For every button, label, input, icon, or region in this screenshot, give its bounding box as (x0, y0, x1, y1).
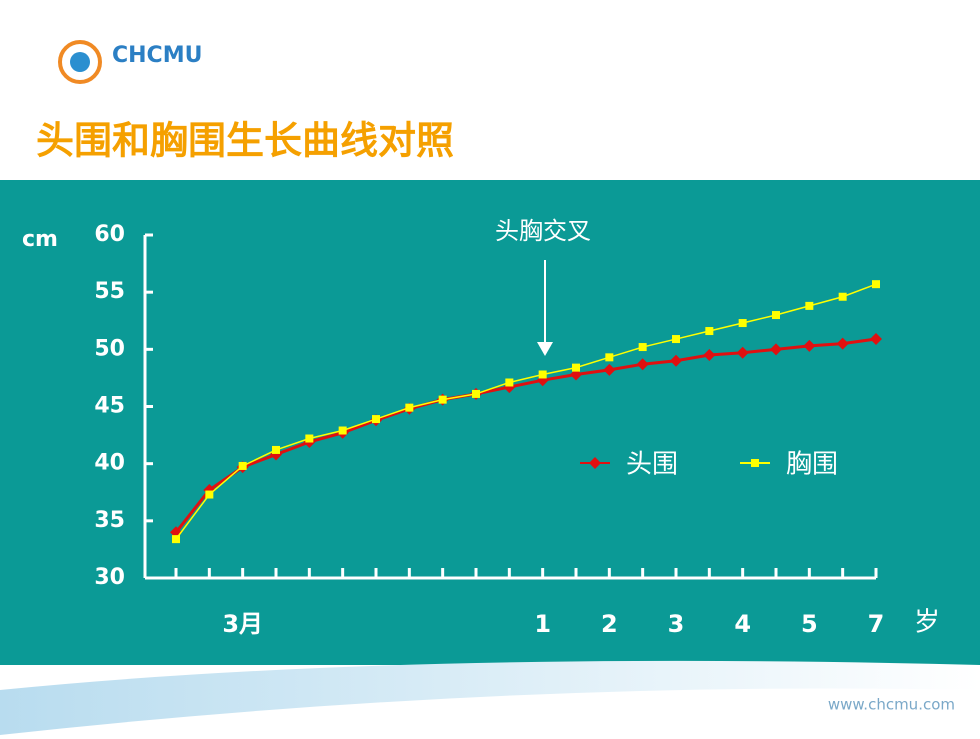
y-tick-label: 60 (94, 222, 125, 247)
swoosh (0, 660, 980, 735)
y-tick-label: 45 (94, 394, 125, 419)
x-tick-label: 3月 (222, 610, 263, 638)
x-tick-label: 1 (534, 610, 551, 638)
data-point (870, 333, 882, 346)
data-point (305, 434, 314, 443)
data-point (605, 353, 614, 362)
annotation: 头胸交叉 (495, 217, 591, 245)
data-point (703, 349, 716, 362)
data-point (205, 490, 214, 499)
data-point (736, 346, 749, 359)
data-point (472, 389, 480, 398)
data-point (805, 301, 814, 310)
slide-title: 头围和胸围生长曲线对照 (36, 119, 454, 163)
legend-label: 胸围 (786, 450, 838, 480)
y-axis-label: cm (22, 227, 58, 252)
data-point (372, 415, 380, 424)
logo-ring (58, 40, 102, 84)
x-tick-label: 5 (801, 610, 818, 638)
series-line (175, 283, 877, 540)
legend-label: 头围 (626, 450, 678, 480)
data-point (405, 403, 414, 412)
data-point (838, 292, 847, 301)
data-point (672, 335, 680, 344)
chart-panel (0, 180, 980, 665)
data-point (670, 354, 682, 367)
data-point (636, 358, 649, 371)
x-tick-label: 4 (734, 610, 751, 638)
logo-text: CHCMU (112, 43, 202, 68)
data-point (505, 378, 514, 387)
x-tick-label: 7 (868, 610, 885, 638)
logo-figure (70, 52, 90, 72)
data-point (603, 363, 616, 376)
data-point (836, 337, 849, 350)
series-line (174, 337, 877, 534)
y-tick-label: 40 (94, 451, 125, 476)
data-point (238, 461, 247, 470)
data-point (705, 327, 714, 336)
data-point (770, 343, 782, 356)
data-point (272, 445, 280, 454)
footer-url: www.chcmu.com (828, 696, 955, 714)
x-axis-label: 岁 (914, 608, 940, 638)
x-tick-label: 3 (668, 610, 685, 638)
y-tick-label: 50 (94, 336, 125, 361)
data-point (772, 311, 780, 320)
legend-marker (589, 457, 601, 469)
x-tick-label: 2 (601, 610, 618, 638)
legend-marker (751, 459, 759, 467)
data-point (338, 426, 347, 435)
arrow-head (537, 342, 553, 356)
data-point (638, 343, 647, 352)
y-tick-label: 55 (94, 279, 125, 304)
data-point (803, 339, 816, 352)
data-point (738, 319, 747, 328)
y-tick-label: 35 (94, 508, 125, 533)
data-point (872, 280, 880, 289)
data-point (438, 395, 447, 404)
data-point (572, 363, 580, 372)
y-tick-label: 30 (94, 565, 125, 590)
data-point (538, 370, 547, 379)
data-point (172, 535, 180, 544)
